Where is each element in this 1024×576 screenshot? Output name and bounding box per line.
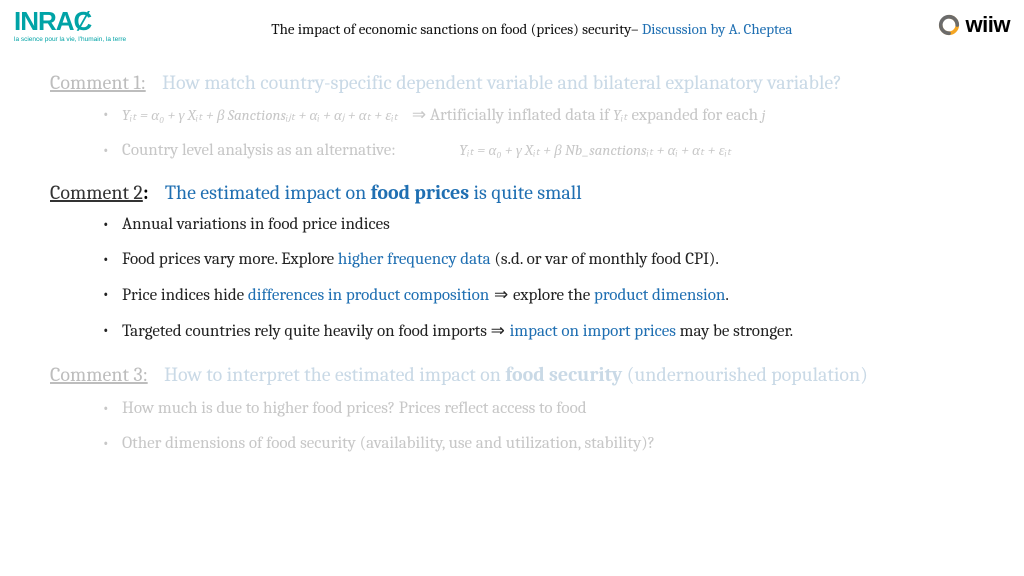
wiiw-logo: wiiw (938, 8, 1010, 38)
comment-3-label: Comment 3: (50, 363, 148, 386)
comment-2-label: Comment 2 (50, 181, 143, 204)
comment-1: Comment 1: How match country-specific de… (50, 71, 974, 163)
comment-3-bullet-1: How much is due to higher food prices? P… (122, 398, 974, 421)
comment-2-bullet-4: Targeted countries rely quite heavily on… (122, 320, 974, 344)
comment-2-bullet-1: Annual variations in food price indices (122, 214, 974, 237)
inrae-tagline: la science pour la vie, l'humain, la ter… (14, 36, 126, 43)
comment-1-label: Comment 1: (50, 71, 146, 94)
inrae-logo-text: INRAȻ (14, 8, 91, 34)
slide-header: INRAȻ la science pour la vie, l'humain, … (0, 0, 1024, 43)
comment-1-bullet-2: Country level analysis as an alternative… (122, 140, 974, 163)
comment-2-bullet-2: Food prices vary more. Explore higher fr… (122, 249, 974, 272)
comment-3-bullet-2: Other dimensions of food security (avail… (122, 433, 974, 456)
comment-1-bullet-1: Yᵢₜ = α₀ + γ Xᵢₜ + β Sanctionsᵢⱼₜ + αᵢ +… (122, 104, 974, 128)
equation-2: Yᵢₜ = α₀ + γ Xᵢₜ + β Nb_sanctionsᵢₜ + αᵢ… (459, 141, 731, 159)
comment-1-title: How match country-specific dependent var… (162, 71, 842, 94)
equation-1: Yᵢₜ = α₀ + γ Xᵢₜ + β Sanctionsᵢⱼₜ + αᵢ +… (122, 105, 398, 125)
comment-2: Comment 2: The estimated impact on food … (50, 181, 974, 344)
slide-content: Comment 1: How match country-specific de… (0, 43, 1024, 456)
title-main: The impact of economic sanctions on food… (271, 20, 642, 38)
wiiw-icon (938, 14, 960, 36)
title-sub: Discussion by A. Cheptea (642, 20, 793, 38)
comment-1-heading: Comment 1: How match country-specific de… (50, 71, 974, 94)
comment-3-title: How to interpret the estimated impact on… (164, 363, 868, 386)
alt-label: Country level analysis as an alternative… (122, 141, 396, 160)
wiiw-text: wiiw (966, 12, 1010, 38)
comment-2-title: The estimated impact on food prices is q… (165, 181, 582, 204)
comment-3-heading: Comment 3: How to interpret the estimate… (50, 362, 974, 388)
comment-2-bullet-3: Price indices hide differences in produc… (122, 284, 974, 308)
comment-3: Comment 3: How to interpret the estimate… (50, 362, 974, 456)
comment-2-heading: Comment 2: The estimated impact on food … (50, 181, 974, 204)
inrae-logo: INRAȻ la science pour la vie, l'humain, … (14, 8, 126, 43)
slide-title: The impact of economic sanctions on food… (126, 8, 937, 38)
